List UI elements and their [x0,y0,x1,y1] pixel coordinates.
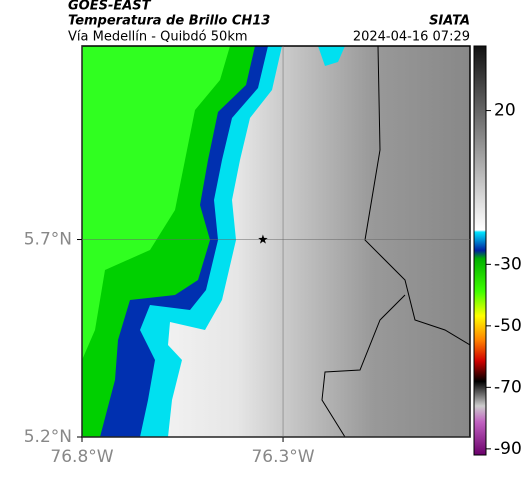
title: GOES-EAST [68,0,152,14]
region: Vía Medellín - Quibdó 50km [68,30,248,45]
x-tick-label: 76.8°W [50,447,113,467]
colorbar-tick-label: -70 [494,377,522,397]
source: SIATA [429,14,470,29]
location-marker [258,234,268,244]
colorbar-tick-label: -90 [494,439,522,459]
colorbar-tick-label: 20 [494,101,516,121]
y-tick-label: 5.2°N [24,427,72,447]
colorbar [473,45,487,456]
colorbar-tick-label: -30 [494,254,522,274]
subtitle: Temperatura de Brillo CH13 [68,14,270,29]
timestamp: 2024-04-16 07:29 [353,30,470,45]
x-tick-label: 76.3°W [251,447,314,467]
colorbar-tick-label: -50 [494,316,522,336]
satellite-image [82,46,470,437]
y-tick-label: 5.7°N [24,230,72,250]
